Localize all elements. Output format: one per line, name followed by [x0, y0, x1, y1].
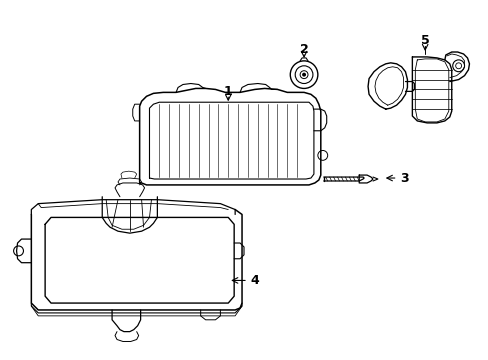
Text: 3: 3 [399, 171, 408, 185]
Text: 5: 5 [420, 34, 428, 47]
Text: 1: 1 [224, 85, 232, 98]
Circle shape [302, 73, 305, 77]
Circle shape [300, 71, 307, 78]
Text: 4: 4 [250, 274, 259, 287]
Text: 2: 2 [299, 42, 308, 55]
